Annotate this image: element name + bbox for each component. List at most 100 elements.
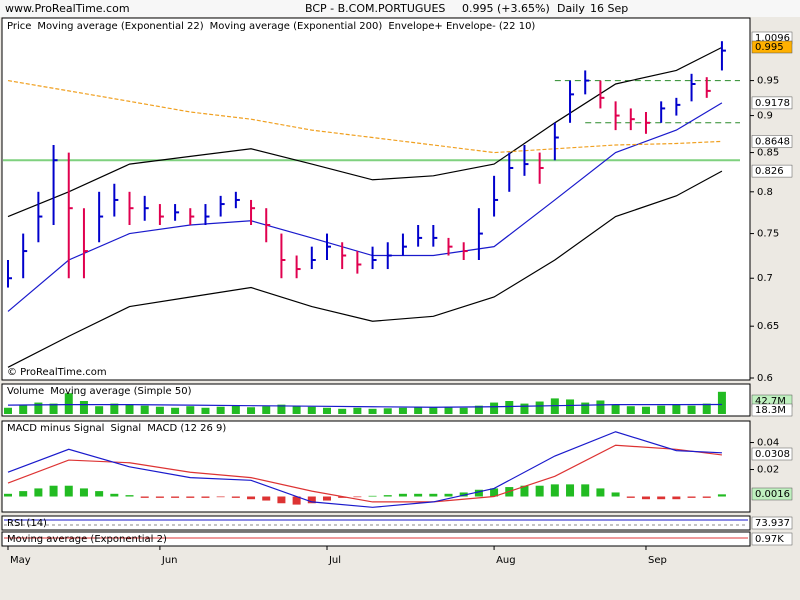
histogram-bar (322, 496, 331, 501)
histogram-bar (550, 484, 559, 497)
histogram-bar (353, 496, 362, 498)
histogram-bar (641, 496, 650, 500)
y-tick-label: 0.04 (757, 438, 779, 449)
last-signal-box (751, 447, 793, 461)
histogram-bar (19, 491, 28, 497)
histogram-bar (277, 496, 286, 504)
volume-bar (171, 407, 180, 414)
histogram-bar (140, 496, 149, 498)
volume-bar (535, 401, 544, 414)
histogram-bar (611, 492, 620, 497)
volume-bar (34, 402, 43, 414)
histogram-bar (262, 496, 271, 501)
legend-entry: Envelope+ Envelope- (22 10) (388, 21, 535, 32)
histogram-bar (231, 496, 240, 498)
histogram-bar (155, 496, 164, 498)
volume-bar (64, 393, 73, 414)
histogram-bar (4, 493, 12, 497)
y-tick-label: 0.95 (757, 76, 779, 87)
volume-bar (368, 408, 377, 414)
histogram-bar (292, 496, 301, 505)
volume-bar (49, 403, 58, 414)
y-tick-label: 0.65 (757, 321, 779, 332)
histogram-bar (307, 496, 316, 504)
volume-bar (201, 407, 210, 414)
last-volume-average-box (751, 403, 793, 417)
volume-bar (398, 407, 407, 414)
histogram-bar (687, 496, 696, 498)
volume-bar (140, 405, 149, 414)
histogram-bar (125, 495, 134, 497)
legend-entry: Moving average (Exponential 22) (37, 21, 203, 32)
panel-last: 0.97K (755, 534, 784, 545)
x-tick-label: Jun (161, 555, 178, 566)
volume-bar (474, 405, 483, 414)
volume-bar (307, 406, 316, 414)
volume-bar (186, 406, 195, 414)
last-histogram: 0.0016 (755, 489, 790, 500)
y-tick-label: 0.6 (757, 373, 773, 384)
ma-panel (1, 531, 751, 547)
volume-bar (672, 404, 681, 414)
histogram-bar (247, 496, 256, 500)
envelope-upper (7, 46, 723, 218)
volume-bar (581, 402, 590, 414)
volume-bar (4, 407, 12, 414)
x-tick-label: May (10, 555, 31, 566)
legend-entry: Volume (7, 386, 44, 397)
histogram-bar (702, 496, 711, 498)
last-high: 1.0096 (755, 33, 790, 44)
histogram-bar (64, 485, 73, 497)
histogram-bar (34, 488, 43, 497)
volume-bar (429, 407, 438, 414)
last-close-box (751, 40, 793, 54)
last-histogram-box (751, 487, 793, 501)
legend-entry: Signal (110, 423, 141, 434)
volume-bar (383, 408, 392, 414)
last-close: 0.995 (755, 42, 784, 53)
volume-bar (292, 405, 301, 414)
panel-last: 73.937 (755, 518, 790, 529)
panel-title: Moving average (Exponential 2) (7, 534, 167, 545)
histogram-bar (216, 496, 225, 498)
histogram-bar (566, 484, 575, 497)
volume-bar (155, 406, 164, 414)
macd-panel (1, 420, 751, 513)
volume-bar (19, 404, 28, 414)
last-average-box (751, 135, 793, 148)
histogram-bar (459, 492, 468, 497)
histogram-bar (520, 485, 529, 497)
histogram-bar (186, 496, 195, 498)
last-envelope: 0.826 (755, 166, 784, 177)
price-panel (1, 17, 751, 381)
y-tick-label: 0.8 (757, 187, 773, 198)
histogram-bar (581, 484, 590, 497)
volume-bar (566, 399, 575, 414)
histogram-bar (398, 493, 407, 497)
quote: 0.995 (+3.65%) (462, 2, 550, 15)
histogram-bar (717, 494, 726, 497)
panel-last-box (751, 532, 793, 546)
volume-bar (79, 401, 88, 414)
volume-bar (338, 408, 347, 414)
histogram-bar (626, 496, 635, 498)
x-tick-label: Aug (496, 555, 516, 566)
site: www.ProRealTime.com (5, 2, 130, 15)
volume-bar (125, 404, 134, 414)
date: 16 Sep (590, 2, 628, 15)
x-tick-label: Sep (648, 555, 667, 566)
volume-bar (414, 406, 423, 414)
y-tick-label: 0.02 (757, 465, 779, 476)
histogram-bar (657, 496, 666, 500)
last-volume: 42.7M (755, 396, 786, 407)
histogram-bar (368, 495, 377, 497)
envelope-lower (7, 170, 723, 368)
volume-bar (717, 391, 726, 414)
last-envelope-box (751, 164, 793, 178)
period: Daily (557, 2, 585, 15)
histogram-bar (429, 493, 438, 497)
volume-bar (657, 405, 666, 414)
volume-bar (505, 401, 514, 414)
volume-bar (353, 407, 362, 414)
histogram-bar (79, 488, 88, 497)
